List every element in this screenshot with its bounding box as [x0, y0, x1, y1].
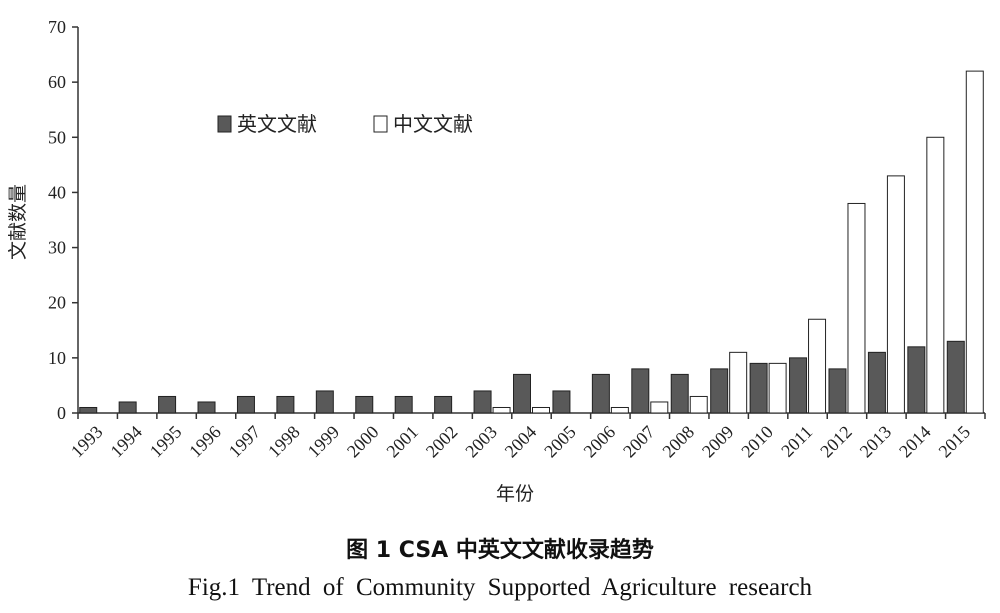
x-tick-label: 1998	[264, 422, 304, 462]
bar-english	[473, 390, 492, 414]
y-tick-label: 30	[48, 238, 66, 258]
y-tick-label: 0	[57, 403, 66, 423]
bar-chinese	[689, 395, 708, 414]
x-tick-label: 1994	[106, 422, 146, 462]
bar-english	[158, 395, 177, 414]
bar-english	[828, 368, 847, 414]
bar-english	[907, 346, 926, 414]
bar-english	[434, 395, 453, 414]
legend-label-chinese: 中文文献	[393, 112, 473, 136]
x-tick-label: 2000	[343, 422, 383, 462]
y-tick-label: 70	[48, 17, 66, 37]
bar-chinese	[729, 351, 748, 414]
y-tick-label: 10	[48, 348, 66, 368]
bar-chinese	[808, 318, 827, 414]
bar-english	[710, 368, 729, 414]
x-tick-label: 2006	[580, 422, 620, 462]
bar-chinese	[650, 401, 669, 414]
y-tick-label: 20	[48, 293, 66, 313]
bar-english	[394, 395, 413, 414]
x-tick-label: 1999	[304, 422, 344, 462]
x-tick-label: 1997	[225, 422, 265, 462]
x-tick-label: 2013	[856, 422, 896, 462]
bar-chart: 0 10 20 30 40 50 60 70 1993 1994 1995 1996 1997 1998…	[7, 17, 986, 505]
x-tick-label: 2005	[540, 422, 580, 462]
x-tick-label: 1993	[67, 422, 107, 462]
bar-chinese	[492, 406, 511, 414]
y-tick-label: 60	[48, 72, 66, 92]
x-tick-label: 2007	[619, 422, 659, 462]
bar-english	[236, 395, 255, 414]
bar-english	[867, 351, 886, 414]
y-axis: 0 10 20 30 40 50 60 70	[48, 17, 79, 423]
x-tick-label: 2001	[382, 422, 422, 462]
x-tick-label: 2009	[698, 422, 738, 462]
x-axis-title: 年份	[496, 483, 534, 505]
y-axis-title: 文献数量	[7, 184, 29, 260]
bar-english	[79, 406, 98, 414]
bar-english	[749, 362, 768, 414]
bar-chinese	[965, 70, 984, 414]
legend-swatch-english	[217, 115, 232, 133]
x-tick-label: 2004	[501, 422, 541, 462]
bar-chinese	[610, 406, 629, 414]
legend-swatch-chinese	[373, 115, 388, 133]
bar-english	[631, 368, 650, 414]
bar-chinese	[768, 362, 787, 414]
legend: 英文文献 中文文献	[217, 112, 473, 136]
x-tick-label: 2010	[737, 422, 777, 462]
bar-english	[315, 390, 334, 414]
x-tick-label: 2014	[895, 422, 935, 462]
x-tick-label: 2012	[816, 422, 856, 462]
x-tick-label: 2003	[461, 422, 501, 462]
bar-english	[670, 373, 689, 414]
bar-english	[513, 373, 531, 414]
x-tick-label: 2011	[777, 422, 816, 461]
bar-chinese	[532, 406, 550, 414]
x-tick-label: 2008	[658, 422, 698, 462]
bar-chinese	[847, 202, 866, 414]
bar-english	[552, 390, 571, 414]
figure-caption-english: Fig.1 Trend of Community Supported Agric…	[187, 574, 813, 601]
x-tick-label: 1995	[146, 422, 186, 462]
x-axis: 1993 1994 1995 1996 1997 1998 1999 2000 2001 2002…	[67, 412, 986, 462]
bar-chinese	[886, 175, 905, 414]
bar-english	[118, 401, 137, 414]
y-tick-label: 40	[48, 182, 66, 202]
bar-english	[946, 340, 965, 414]
x-tick-label: 2002	[422, 422, 462, 462]
y-tick-label: 50	[48, 127, 66, 147]
bar-english	[355, 395, 374, 414]
legend-label-english: 英文文献	[237, 112, 317, 136]
bars	[79, 70, 984, 414]
bar-english	[591, 373, 610, 414]
bar-english	[789, 357, 808, 414]
bar-english	[197, 401, 216, 414]
x-tick-label: 1996	[185, 422, 225, 462]
bar-english	[276, 395, 295, 414]
x-tick-label: 2015	[935, 422, 975, 462]
figure-caption-chinese: 图 1 CSA 中英文文献收录趋势	[346, 538, 654, 563]
bar-chinese	[926, 136, 945, 414]
